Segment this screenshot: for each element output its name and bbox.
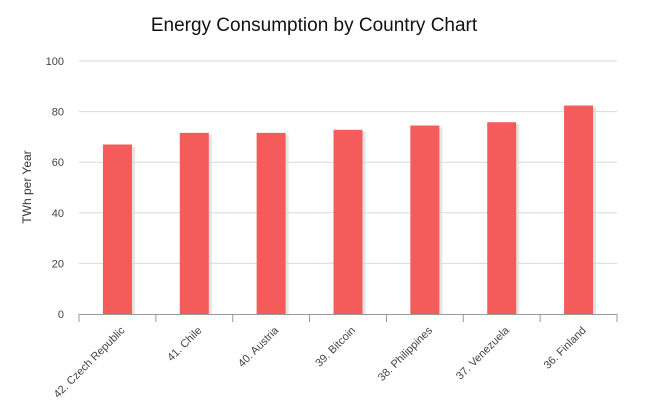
bar: [179, 132, 209, 314]
x-tick-label: 38. Philippines: [376, 324, 435, 383]
bar: [487, 122, 517, 314]
x-tick-label: 39. Bitcoin: [313, 325, 358, 370]
bar: [410, 125, 440, 314]
x-tick-label: 36. Finland: [542, 325, 589, 372]
bar: [102, 144, 132, 314]
x-tick-label: 42. Czech Republic: [52, 324, 128, 400]
x-axis: [78, 314, 618, 322]
bars: [102, 105, 597, 314]
chart-title: Energy Consumption by Country Chart: [151, 15, 478, 36]
x-tick-label: 37. Venezuela: [454, 324, 512, 382]
bar: [333, 129, 363, 314]
bar: [564, 105, 594, 314]
x-axis-ticks: 42. Czech Republic 41. Chile 40. Austria 39…: [52, 324, 589, 401]
x-tick-label: 40. Austria: [236, 324, 282, 370]
y-axis-ticks: 0 20 40 60 80 100: [46, 56, 64, 321]
y-axis-title: TWh per Year: [20, 150, 34, 223]
x-tick-label: 41. Chile: [165, 325, 204, 364]
y-tick-label: 20: [52, 258, 64, 270]
y-tick-label: 0: [58, 309, 64, 321]
y-tick-label: 60: [52, 157, 64, 169]
y-tick-label: 40: [52, 208, 64, 220]
y-tick-label: 80: [52, 107, 64, 119]
y-tick-label: 100: [46, 56, 64, 68]
bar: [256, 132, 286, 314]
